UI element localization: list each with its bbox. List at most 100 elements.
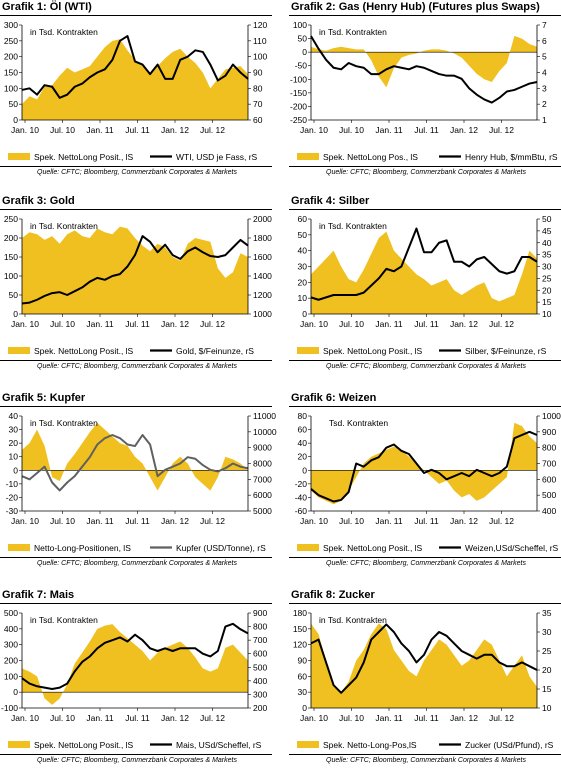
right-tick-label: 35 [542,250,552,260]
right-tick-label: 1400 [253,271,272,281]
chart-title: Grafik 1: Öl (WTI) [2,1,92,13]
right-tick-label: 2 [542,99,547,109]
legend-swatch-area [297,153,319,160]
x-tick-label: Jul. 11 [414,516,439,526]
left-tick-label: 180 [293,608,307,618]
right-tick-label: 8000 [253,459,272,469]
left-tick-label: 100 [4,271,18,281]
x-tick-label: Jul. 10 [50,319,75,329]
left-tick-label: -20 [295,479,308,489]
right-tick-label: 10000 [253,427,277,437]
x-tick-label: Jul. 10 [339,713,364,723]
right-tick-label: 700 [253,635,267,645]
right-tick-label: 20 [542,665,552,675]
legend-label-line: Zucker (USd/Pfund), rS [465,740,554,750]
legend-swatch-area [297,544,319,551]
chart-legend: Spek. NettoLong Posit., lS Gold, $/Feinun… [8,346,254,356]
line-series [310,35,538,104]
right-tick-label: 30 [542,627,552,637]
chart-legend: Spek. Netto-Long-Pos,lS Zucker (USd/Pfund… [297,740,554,750]
left-tick-label: -60 [295,506,308,516]
x-tick-label: Jan. 12 [161,713,189,723]
left-tick-label: 0 [13,687,18,697]
chart-panel: Grafik 5: Kupfer -30 -20 -10 0 10 20 30 40 5000 60… [0,391,277,579]
left-tick-label: 500 [4,608,18,618]
right-tick-label: 1000 [253,309,272,319]
legend-label-area: Spek. NettoLong Posit., lS [323,543,423,553]
left-tick-label: 0 [13,309,18,319]
right-tick-label: 200 [253,703,267,713]
left-tick-label: 200 [4,52,18,62]
x-tick-label: Jan. 11 [86,319,114,329]
chart-legend: Spek. NettoLong Posit., lS Mais, USd/Sche… [8,740,262,750]
right-tick-label: 3 [542,83,547,93]
right-tick-label: 9000 [253,443,272,453]
legend-swatch-area [8,741,30,748]
x-tick-label: Jan. 10 [11,125,39,135]
right-tick-label: 2000 [253,214,272,224]
chart-title-name: Zucker [338,589,375,601]
x-tick-label: Jan. 11 [375,319,403,329]
left-tick-label: 80 [298,411,308,421]
line-series [21,235,249,305]
axis-annotation: in Tsd. Kontrakten [30,221,98,231]
legend-swatch-area [297,741,319,748]
x-tick-label: Jul. 10 [339,319,364,329]
x-tick-label: Jul. 11 [125,713,150,723]
left-tick-label: 40 [298,246,308,256]
chart-plot: 0 30 60 90 120 150 180 10 15 20 25 30 35 Jan. 10 Jul. … [293,608,552,723]
right-tick-label: 6000 [253,490,272,500]
left-tick-label: 0 [13,465,18,475]
right-tick-label: 800 [253,622,267,632]
chart-title: Grafik 8: Zucker [291,589,375,601]
x-tick-label: Jan. 11 [86,713,114,723]
area-series [22,226,248,314]
chart-legend: Spek. NettoLong Posit., lS Silber, $/Fein… [297,346,547,356]
chart-title-prefix: Grafik 2: [291,1,339,13]
left-tick-label: -10 [6,479,19,489]
x-tick-label: Jul. 12 [489,713,514,723]
x-tick-label: Jan. 11 [86,125,114,135]
source-note: Quelle: CFTC; Bloomberg, Commerzbank Cor… [326,169,526,176]
line-series [310,430,538,503]
right-tick-label: 900 [253,608,267,618]
left-tick-label: -100 [290,74,307,84]
left-tick-label: -20 [6,492,19,502]
title-rule [0,209,272,210]
right-tick-label: 600 [253,649,267,659]
x-tick-label: Jan. 11 [375,713,403,723]
x-tick-label: Jan. 12 [161,125,189,135]
legend-label-area: Spek. Netto-Long-Pos,lS [323,740,417,750]
left-tick-label: 100 [293,20,307,30]
title-rule [0,406,272,407]
left-tick-label: -200 [290,101,307,111]
right-tick-label: 1 [542,115,547,125]
left-tick-label: 30 [298,687,308,697]
right-tick-label: 20 [542,285,552,295]
chart-title-name: Mais [49,589,75,601]
x-tick-label: Jan. 11 [375,516,403,526]
chart-panel: Grafik 6: Weizen -60 -40 -20 0 20 40 60 80 400 500… [289,391,561,579]
left-tick-label: 0 [13,115,18,125]
legend-rule [289,360,561,361]
right-tick-label: 80 [253,83,263,93]
chart-title-prefix: Grafik 8: [291,589,339,601]
title-rule [0,603,272,604]
x-tick-label: Jul. 12 [200,713,225,723]
source-note: Quelle: CFTC; Bloomberg, Commerzbank Cor… [37,560,237,567]
legend-rule [0,166,272,167]
chart-plot: 0 50 100 150 200 250 1000 1200 1400 1600 1800 2000 J… [4,214,272,329]
legend-rule [289,557,561,558]
left-tick-label: 40 [298,438,308,448]
legend-label-area: Spek. NettoLong Posit., lS [34,740,134,750]
chart-title-prefix: Grafik 3: [2,195,50,207]
axis-annotation: in Tsd. Kontrakten [30,27,98,37]
chart-panel: Grafik 8: Zucker 0 30 60 90 120 150 180 10 15 20 25… [289,588,561,776]
left-tick-label: 20 [298,277,308,287]
chart-legend: Netto-Long-Positionen, lS Kupfer (USD/Ton… [8,543,266,553]
x-tick-label: Jul. 12 [200,319,225,329]
right-tick-label: 10 [542,309,552,319]
source-note: Quelle: CFTC; Bloomberg, Commerzbank Cor… [37,757,237,764]
chart-title: Grafik 5: Kupfer [2,392,85,404]
left-tick-label: 0 [302,47,307,57]
